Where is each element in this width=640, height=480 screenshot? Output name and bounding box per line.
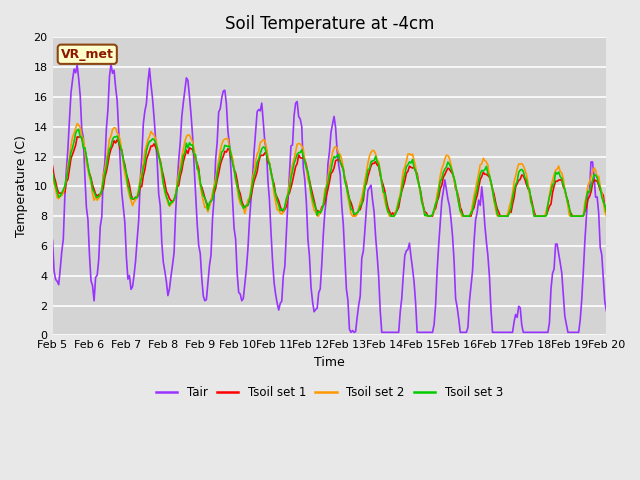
Title: Soil Temperature at -4cm: Soil Temperature at -4cm <box>225 15 434 33</box>
Legend: Tair, Tsoil set 1, Tsoil set 2, Tsoil set 3: Tair, Tsoil set 1, Tsoil set 2, Tsoil se… <box>151 382 508 404</box>
Y-axis label: Temperature (C): Temperature (C) <box>15 135 28 237</box>
Text: VR_met: VR_met <box>61 48 114 61</box>
X-axis label: Time: Time <box>314 356 345 369</box>
